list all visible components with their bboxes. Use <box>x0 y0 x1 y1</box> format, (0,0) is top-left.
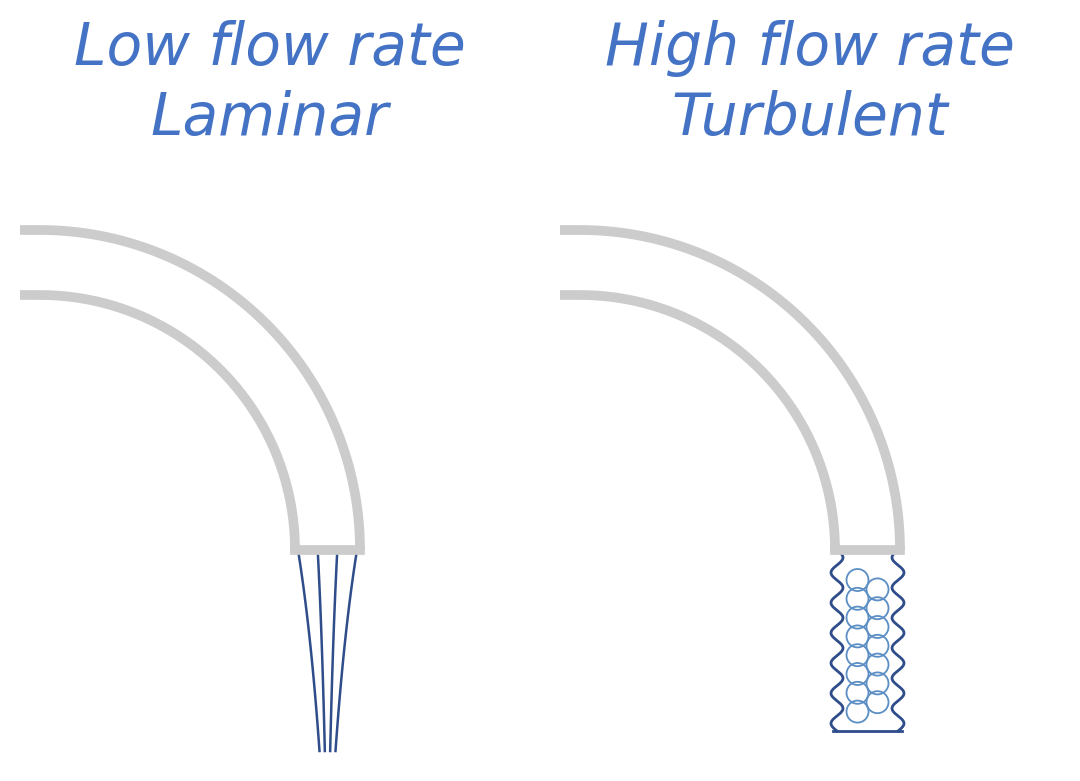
Text: High flow rate
Turbulent: High flow rate Turbulent <box>605 20 1015 148</box>
Text: Low flow rate
Laminar: Low flow rate Laminar <box>75 20 465 148</box>
